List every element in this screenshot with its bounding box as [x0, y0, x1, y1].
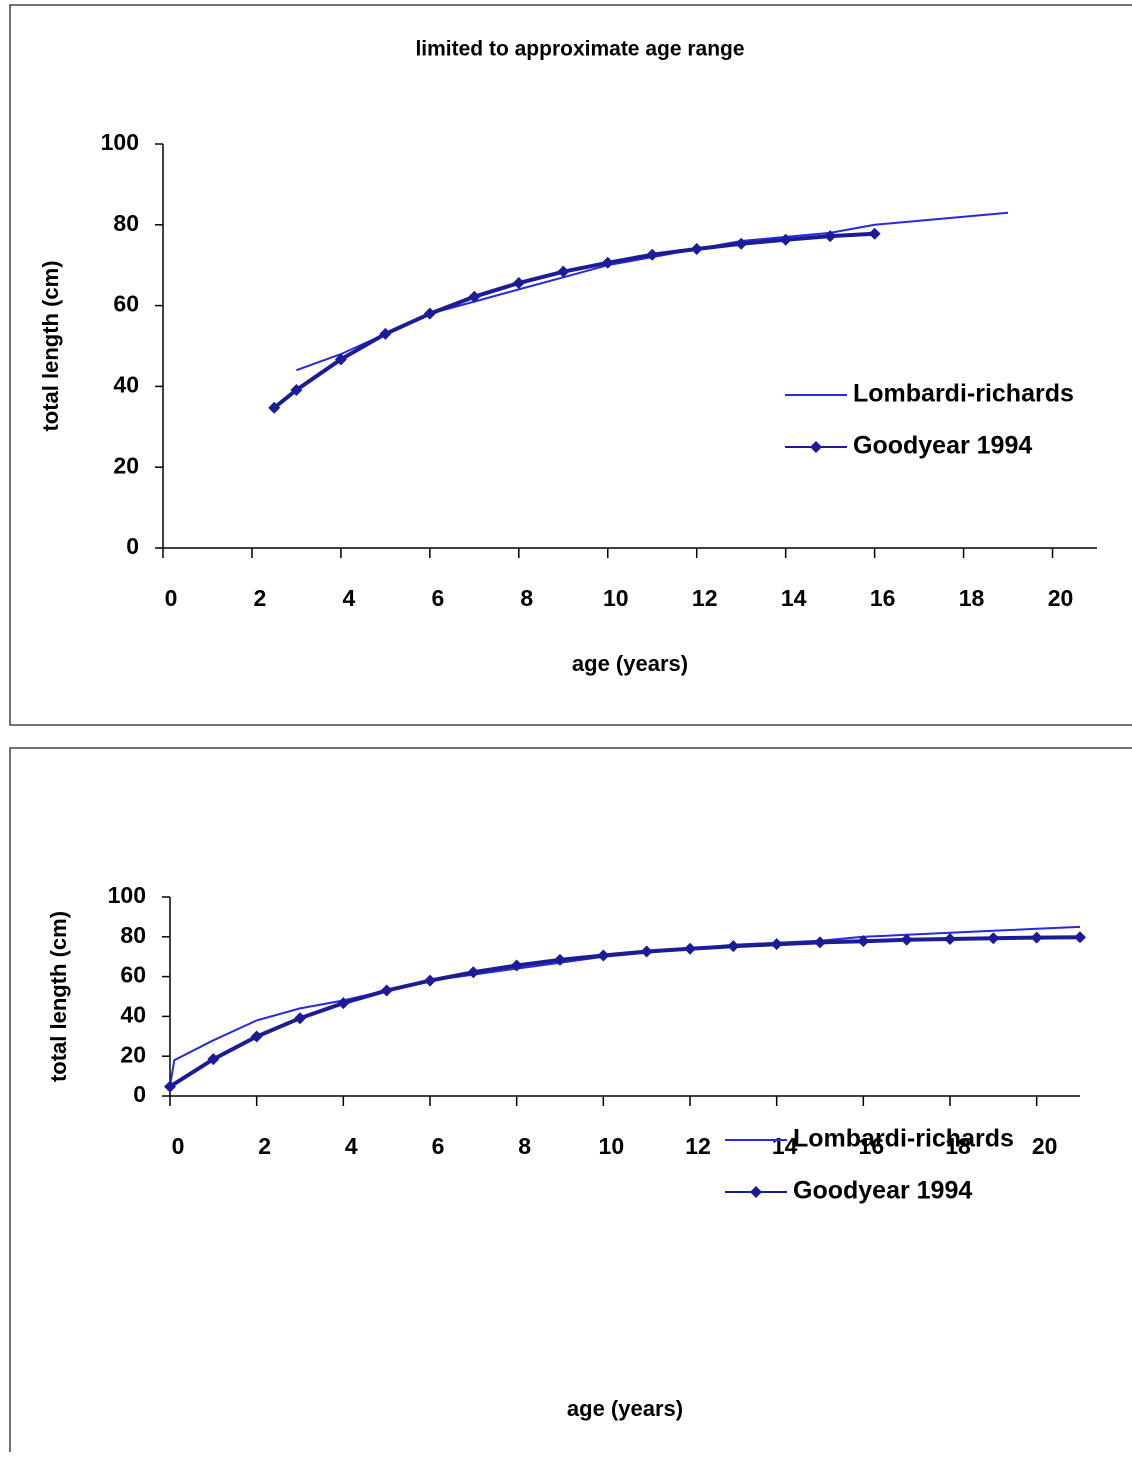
data-point	[250, 1030, 263, 1043]
data-point	[646, 248, 659, 261]
x-tick-label: 16	[870, 585, 896, 611]
x-tick-label: 20	[1032, 1133, 1058, 1159]
series-line	[169, 925, 1081, 1087]
y-tick-label: 20	[113, 452, 139, 478]
data-point	[944, 932, 956, 945]
x-tick-label: 10	[599, 1133, 625, 1159]
x-tick-label: 18	[945, 1133, 971, 1159]
legend-label: Lombardi-richards	[853, 380, 1074, 408]
y-tick-label: 40	[120, 1001, 146, 1027]
data-point	[857, 935, 870, 948]
x-axis-title: age (years)	[572, 651, 688, 676]
data-point	[1030, 931, 1043, 944]
legend-label: Lombardi-richards	[793, 1125, 1014, 1153]
data-point	[557, 265, 570, 278]
x-tick-label: 2	[258, 1133, 271, 1159]
data-point	[690, 243, 703, 256]
data-point	[379, 327, 392, 340]
data-point	[334, 353, 347, 366]
data-point	[380, 984, 393, 997]
data-point	[735, 237, 748, 250]
y-tick-label: 100	[108, 882, 146, 908]
x-axis-title: age (years)	[567, 1396, 683, 1421]
y-tick-label: 40	[113, 371, 139, 397]
x-tick-label: 14	[772, 1133, 798, 1159]
data-point	[727, 940, 740, 953]
data-point	[1074, 931, 1086, 944]
series-line	[296, 211, 1009, 372]
y-tick-label: 80	[113, 210, 139, 236]
data-point	[424, 974, 436, 987]
legend-marker	[750, 1186, 762, 1198]
data-point	[824, 230, 837, 243]
y-tick-label: 100	[101, 129, 139, 155]
data-point	[900, 933, 913, 946]
data-point	[268, 401, 281, 414]
x-tick-label: 6	[432, 1133, 445, 1159]
x-tick-label: 18	[959, 585, 985, 611]
x-tick-label: 14	[781, 585, 807, 611]
legend-marker	[810, 441, 822, 453]
data-point	[814, 936, 826, 949]
data-point	[601, 256, 614, 269]
x-tick-label: 4	[343, 585, 356, 611]
x-tick-label: 8	[520, 585, 533, 611]
x-tick-label: 2	[254, 585, 267, 611]
data-point	[337, 997, 350, 1010]
legend-label: Goodyear 1994	[853, 432, 1032, 460]
y-axis-title: total length (cm)	[46, 911, 71, 1082]
data-point	[640, 945, 653, 958]
data-point	[468, 290, 481, 303]
y-tick-label: 60	[120, 962, 146, 988]
chart-frame	[9, 4, 1132, 726]
data-point	[290, 384, 303, 397]
data-point	[467, 966, 480, 979]
y-tick-label: 60	[113, 291, 139, 317]
data-point	[512, 276, 525, 289]
x-tick-label: 12	[692, 585, 718, 611]
chart-title: limited to approximate age range	[415, 38, 744, 61]
y-axis-title: total length (cm)	[38, 260, 63, 431]
data-point	[770, 938, 783, 951]
x-tick-label: 4	[345, 1133, 358, 1159]
x-tick-label: 20	[1048, 585, 1074, 611]
data-point	[164, 1080, 176, 1093]
data-point	[554, 953, 566, 966]
y-tick-label: 0	[126, 533, 139, 559]
x-tick-label: 16	[859, 1133, 885, 1159]
y-tick-label: 20	[120, 1041, 146, 1067]
data-point	[294, 1012, 306, 1025]
x-tick-label: 12	[685, 1133, 711, 1159]
series-line	[168, 935, 1081, 1089]
data-point	[597, 949, 610, 962]
data-point	[868, 227, 881, 240]
x-tick-label: 0	[165, 585, 178, 611]
data-point	[987, 932, 1000, 945]
data-point	[207, 1053, 220, 1066]
y-tick-label: 80	[120, 922, 146, 948]
chart-frame	[9, 747, 1132, 1457]
data-point	[510, 959, 523, 972]
legend-label: Goodyear 1994	[793, 1177, 972, 1205]
x-tick-label: 10	[603, 585, 629, 611]
y-tick-label: 0	[133, 1081, 146, 1107]
x-tick-label: 8	[518, 1133, 531, 1159]
data-point	[779, 233, 792, 246]
x-tick-label: 6	[431, 585, 444, 611]
data-point	[684, 942, 696, 955]
series-line	[272, 231, 875, 410]
data-point	[423, 307, 436, 320]
x-tick-label: 0	[172, 1133, 185, 1159]
